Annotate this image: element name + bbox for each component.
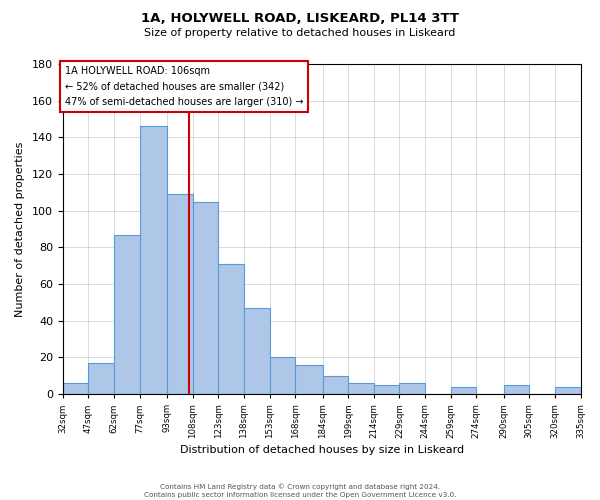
Text: Contains HM Land Registry data © Crown copyright and database right 2024.
Contai: Contains HM Land Registry data © Crown c…	[144, 484, 456, 498]
Bar	[555, 387, 581, 394]
Bar	[323, 376, 348, 394]
Text: 1A HOLYWELL ROAD: 106sqm
← 52% of detached houses are smaller (342)
47% of semi-: 1A HOLYWELL ROAD: 106sqm ← 52% of detach…	[65, 66, 303, 107]
Bar	[63, 383, 88, 394]
Bar	[295, 365, 323, 394]
Bar	[451, 387, 476, 394]
Text: 1A, HOLYWELL ROAD, LISKEARD, PL14 3TT: 1A, HOLYWELL ROAD, LISKEARD, PL14 3TT	[141, 12, 459, 26]
Text: Size of property relative to detached houses in Liskeard: Size of property relative to detached ho…	[145, 28, 455, 38]
Bar	[400, 383, 425, 394]
Bar	[348, 383, 374, 394]
Bar	[167, 194, 193, 394]
Bar	[193, 202, 218, 394]
Bar	[374, 385, 400, 394]
Y-axis label: Number of detached properties: Number of detached properties	[15, 142, 25, 317]
X-axis label: Distribution of detached houses by size in Liskeard: Distribution of detached houses by size …	[179, 445, 464, 455]
Bar	[503, 385, 529, 394]
Bar	[140, 126, 167, 394]
Bar	[114, 234, 140, 394]
Bar	[269, 358, 295, 394]
Bar	[88, 363, 114, 394]
Bar	[244, 308, 269, 394]
Bar	[218, 264, 244, 394]
